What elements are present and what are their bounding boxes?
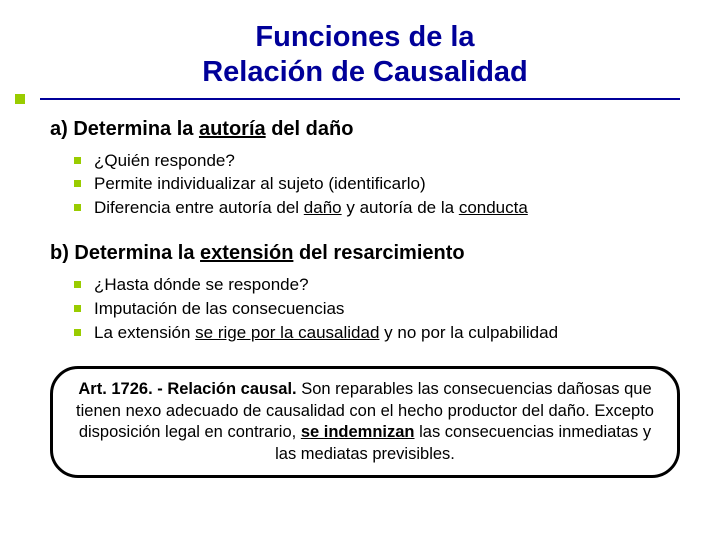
article-box: Art. 1726. - Relación causal. Son repara…: [50, 366, 680, 478]
list-item: Diferencia entre autoría del daño y auto…: [74, 196, 680, 220]
title-line-2: Relación de Causalidad: [202, 56, 528, 88]
section-a-heading: a) Determina la autoría del daño: [50, 118, 680, 141]
section-b-prefix: b) Determina la: [50, 242, 200, 264]
section-b-heading: b) Determina la extensión del resarcimie…: [50, 242, 680, 265]
bullet-text: Imputación de las consecuencias: [94, 299, 344, 318]
title-line-1: Funciones de la: [255, 21, 474, 53]
list-item: ¿Quién responde?: [74, 149, 680, 173]
bullet-text: Permite individualizar al sujeto (identi…: [94, 174, 426, 193]
list-item: Permite individualizar al sujeto (identi…: [74, 172, 680, 196]
section-a-bullets: ¿Quién responde? Permite individualizar …: [74, 149, 680, 220]
article-bold: Art. 1726. - Relación causal.: [78, 380, 301, 398]
bullet-underline: se rige por la causalidad: [195, 323, 379, 342]
bullet-text: Diferencia entre autoría del: [94, 198, 304, 217]
bullet-underline: daño: [304, 198, 342, 217]
slide-title: Funciones de la Relación de Causalidad: [50, 20, 680, 90]
accent-square-icon: [15, 94, 25, 104]
bullet-text: La extensión: [94, 323, 195, 342]
bullet-text: y autoría de la: [342, 198, 459, 217]
bullet-underline: conducta: [459, 198, 528, 217]
list-item: La extensión se rige por la causalidad y…: [74, 321, 680, 345]
section-b-underlined: extensión: [200, 242, 293, 264]
title-underline: [50, 98, 680, 100]
article-bold-underline: se indemnizan: [301, 423, 415, 441]
bullet-text: ¿Quién responde?: [94, 151, 235, 170]
list-item: Imputación de las consecuencias: [74, 297, 680, 321]
section-a-suffix: del daño: [266, 118, 354, 140]
section-a-prefix: a) Determina la: [50, 118, 199, 140]
list-item: ¿Hasta dónde se responde?: [74, 273, 680, 297]
bullet-text: ¿Hasta dónde se responde?: [94, 275, 309, 294]
bullet-text: y no por la culpabilidad: [379, 323, 558, 342]
section-b-suffix: del resarcimiento: [293, 242, 464, 264]
section-a-underlined: autoría: [199, 118, 266, 140]
section-b-bullets: ¿Hasta dónde se responde? Imputación de …: [74, 273, 680, 344]
